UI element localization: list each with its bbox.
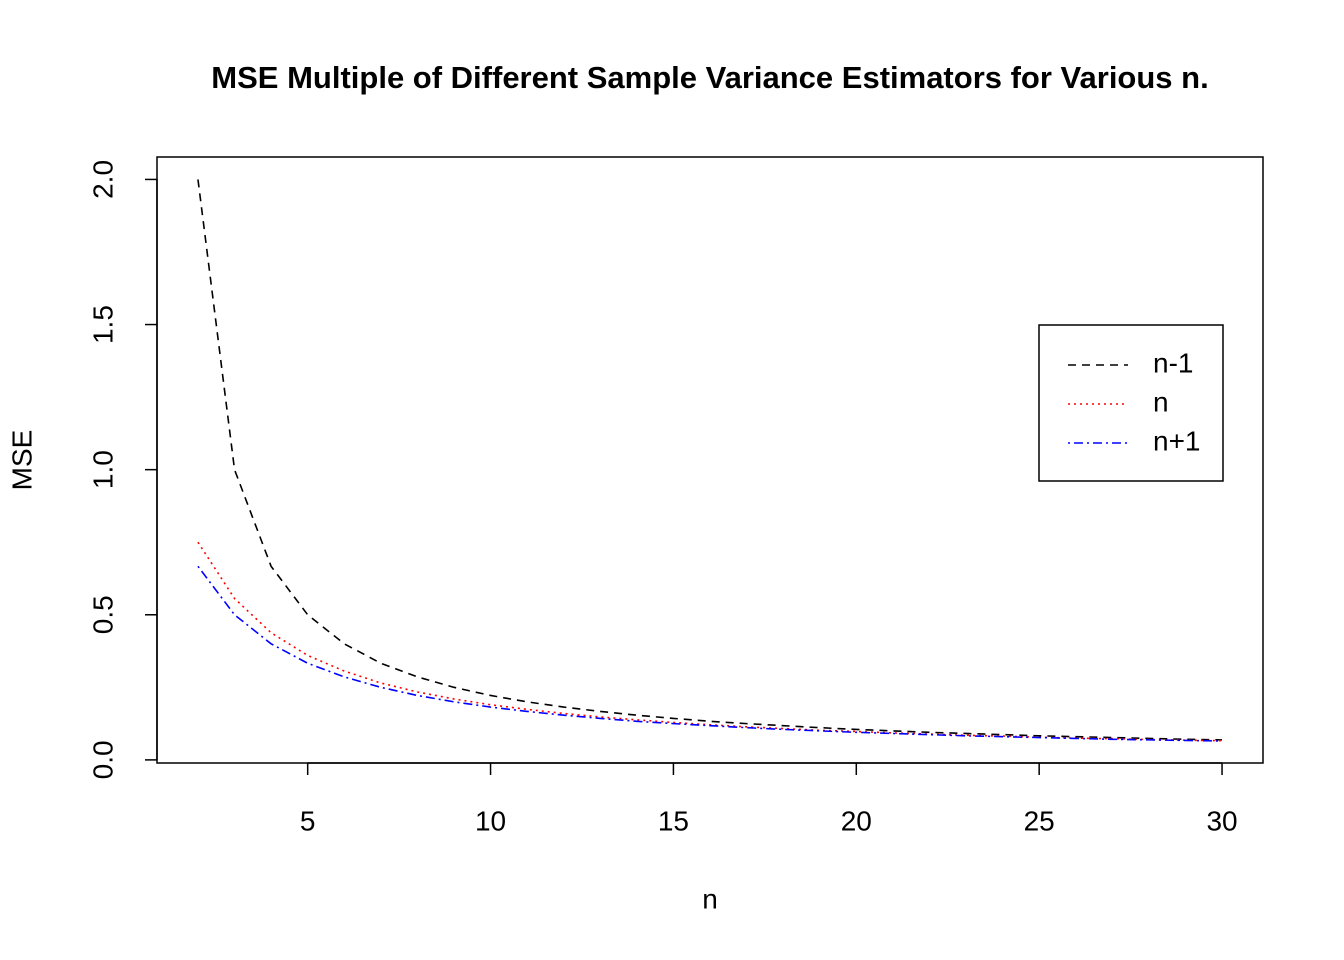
legend-box (1038, 324, 1224, 482)
series-line (197, 565, 1223, 742)
y-tick-label: 0.0 (87, 740, 118, 779)
x-axis-label: n (702, 883, 718, 914)
y-tick-label: 1.5 (87, 305, 118, 344)
y-tick-label: 2.0 (87, 160, 118, 199)
y-axis-label: MSE (6, 430, 37, 491)
legend-label: n (1153, 386, 1169, 417)
chart-title: MSE Multiple of Different Sample Varianc… (211, 60, 1208, 95)
x-tick-label: 10 (475, 805, 506, 836)
x-tick-label: 30 (1206, 805, 1237, 836)
x-tick-label: 20 (841, 805, 872, 836)
x-tick-label: 5 (300, 805, 316, 836)
legend-label: n-1 (1153, 347, 1193, 378)
series-line (197, 179, 1223, 741)
legend-label: n+1 (1153, 425, 1201, 456)
x-tick-label: 15 (658, 805, 689, 836)
y-tick-label: 0.5 (87, 595, 118, 634)
y-tick-label: 1.0 (87, 450, 118, 489)
x-tick-label: 25 (1024, 805, 1055, 836)
